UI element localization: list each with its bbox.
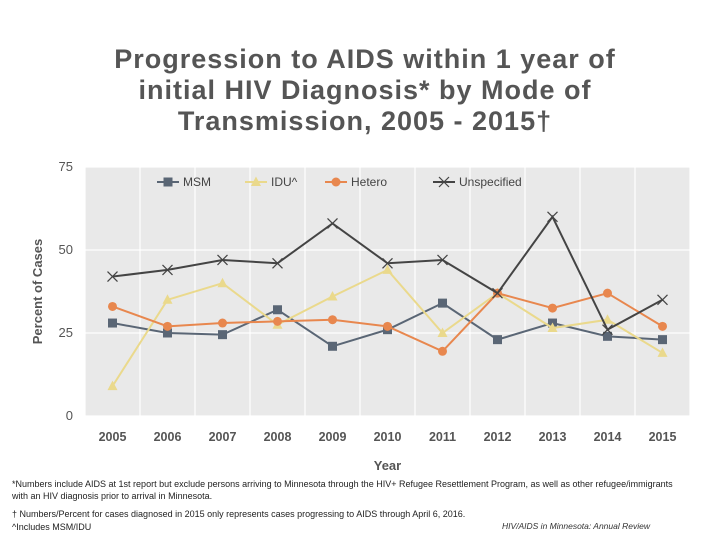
plot-area bbox=[84, 166, 691, 417]
title-line-1: Progression to AIDS within 1 year of bbox=[114, 44, 616, 74]
data-point-unspecified bbox=[162, 264, 173, 276]
x-tick-label: 2011 bbox=[429, 430, 456, 444]
footnote-1: *Numbers include AIDS at 1st report but … bbox=[12, 479, 673, 501]
data-point-idu bbox=[437, 327, 448, 337]
legend-label: Unspecified bbox=[459, 175, 522, 189]
y-tick-label: 25 bbox=[59, 325, 73, 340]
data-point-unspecified bbox=[382, 257, 393, 269]
data-point-hetero bbox=[438, 346, 447, 356]
data-point-msm bbox=[603, 331, 612, 341]
legend-label: Hetero bbox=[351, 175, 387, 189]
x-tick-label: 2005 bbox=[99, 430, 127, 444]
data-point-msm bbox=[273, 305, 282, 315]
data-point-idu bbox=[162, 294, 173, 304]
y-axis-label: Percent of Cases bbox=[30, 239, 45, 345]
x-tick-label: 2007 bbox=[209, 430, 237, 444]
data-point-hetero bbox=[383, 321, 392, 331]
data-point-hetero bbox=[108, 301, 117, 311]
data-point-idu bbox=[382, 264, 393, 274]
legend-label: MSM bbox=[183, 175, 211, 189]
legend-item-idu: IDU^ bbox=[245, 175, 298, 189]
footnote-2: † Numbers/Percent for cases diagnosed in… bbox=[12, 509, 466, 519]
x-tick-label: 2014 bbox=[594, 430, 622, 444]
legend-marker bbox=[163, 177, 173, 187]
data-point-idu bbox=[547, 322, 558, 333]
data-point-msm bbox=[493, 335, 502, 345]
plot-background bbox=[85, 167, 690, 416]
data-point-hetero bbox=[658, 321, 667, 331]
y-tick-label: 75 bbox=[59, 159, 73, 174]
data-point-idu bbox=[217, 277, 228, 288]
data-point-unspecified bbox=[217, 254, 228, 266]
x-tick-label: 2015 bbox=[649, 430, 677, 444]
data-point-msm bbox=[108, 318, 117, 328]
legend-marker bbox=[251, 176, 261, 186]
x-tick-label: 2013 bbox=[539, 430, 567, 444]
data-point-unspecified bbox=[437, 254, 448, 266]
data-point-unspecified bbox=[602, 324, 613, 336]
data-point-unspecified bbox=[492, 287, 503, 299]
x-tick-label: 2012 bbox=[484, 430, 512, 444]
data-point-msm bbox=[218, 330, 227, 340]
legend-item-msm: MSM bbox=[157, 175, 211, 189]
x-tick-label: 2008 bbox=[264, 430, 292, 444]
data-point-hetero bbox=[218, 318, 227, 328]
data-point-idu bbox=[657, 347, 668, 357]
data-point-hetero bbox=[328, 315, 337, 325]
data-point-msm bbox=[163, 328, 172, 338]
legend-label: IDU^ bbox=[271, 175, 298, 189]
y-tick-label: 0 bbox=[66, 408, 73, 423]
data-point-hetero bbox=[548, 303, 557, 313]
data-point-unspecified bbox=[547, 211, 558, 223]
legend-item-unspecified: Unspecified bbox=[433, 175, 522, 189]
legend-item-hetero: Hetero bbox=[325, 175, 387, 189]
data-point-msm bbox=[328, 341, 337, 351]
title-line-2: initial HIV Diagnosis* by Mode of bbox=[138, 75, 592, 105]
data-point-hetero bbox=[603, 288, 612, 298]
x-tick-label: 2009 bbox=[319, 430, 347, 444]
data-point-idu bbox=[602, 314, 613, 324]
x-tick-label: 2010 bbox=[374, 430, 402, 444]
data-point-unspecified bbox=[107, 271, 118, 282]
data-point-unspecified bbox=[657, 294, 668, 306]
data-point-idu bbox=[107, 380, 118, 391]
legend-marker bbox=[331, 177, 341, 187]
data-point-hetero bbox=[273, 316, 282, 326]
chart-title: Progression to AIDS within 1 year of ini… bbox=[40, 44, 690, 137]
axis-layer: 0 25 50 75 2005 2006 2007 2008 2009 2010 2011 2012 2… bbox=[30, 159, 676, 473]
legend: MSM IDU^ Hetero Unspecified bbox=[157, 175, 522, 189]
data-point-msm bbox=[438, 298, 447, 308]
data-point-unspecified bbox=[327, 218, 338, 229]
data-point-msm bbox=[658, 335, 667, 345]
data-point-unspecified bbox=[272, 257, 283, 269]
data-point-idu bbox=[327, 290, 338, 301]
x-axis-label: Year bbox=[374, 458, 401, 473]
data-point-hetero bbox=[163, 321, 172, 331]
y-tick-label: 50 bbox=[59, 242, 73, 257]
x-tick-label: 2006 bbox=[154, 430, 182, 444]
credit-text: HIV/AIDS in Minnesota: Annual Review bbox=[501, 521, 650, 531]
footnote-3: ^Includes MSM/IDU bbox=[12, 522, 92, 532]
title-line-3: Transmission, 2005 - 2015† bbox=[177, 106, 553, 136]
legend-marker bbox=[438, 176, 450, 188]
series-layer bbox=[107, 211, 668, 391]
